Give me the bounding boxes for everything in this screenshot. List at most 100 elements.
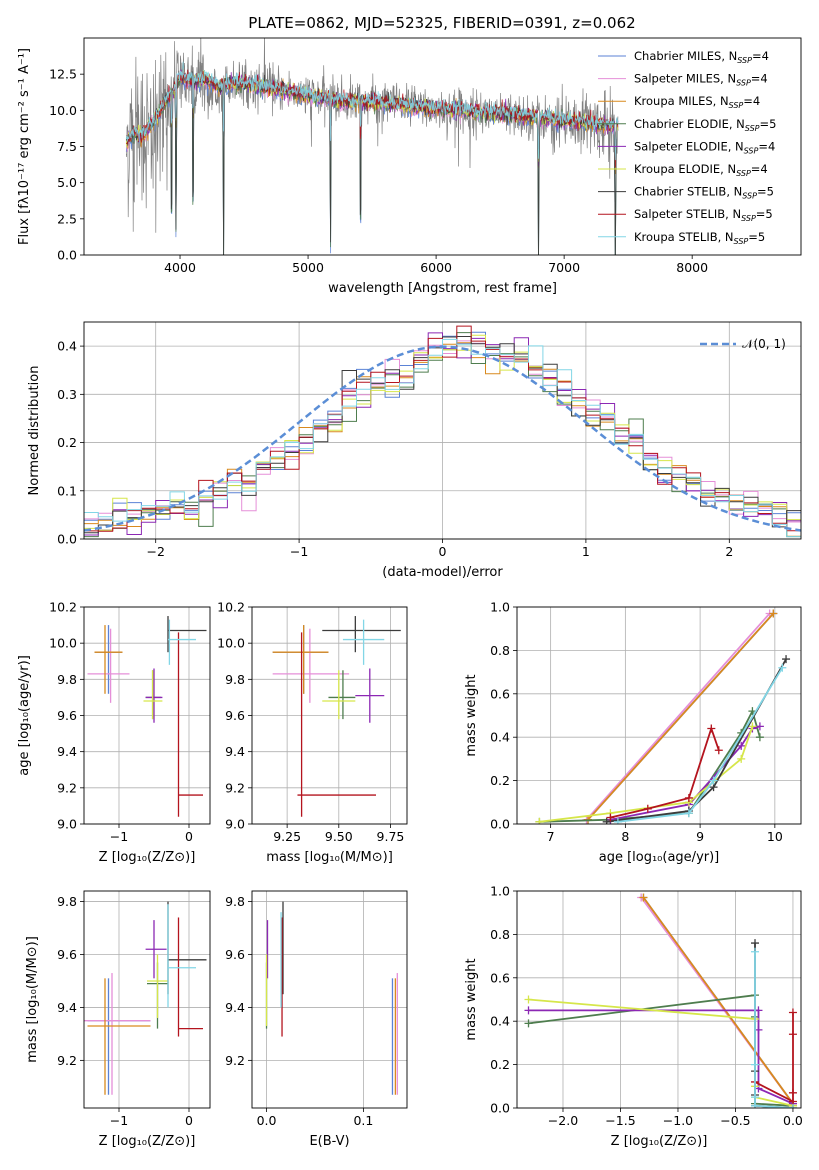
plot-area-mass-vs-EBV xyxy=(265,901,398,1095)
tick-label-y: 9.2 xyxy=(57,780,77,795)
tick-label-y: 0.0 xyxy=(57,532,77,547)
tick-label-x: −2.0 xyxy=(548,1113,578,1128)
tick-label-y: 1.0 xyxy=(490,600,510,615)
tick-label-x: 10 xyxy=(767,829,783,844)
tick-label-y: 0.0 xyxy=(490,1101,510,1116)
tick-label-x: −1 xyxy=(110,829,128,844)
tick-label-y: 9.8 xyxy=(57,894,77,909)
tick-label-y: 9.4 xyxy=(225,1000,245,1015)
tick-label-x: −1.0 xyxy=(663,1113,693,1128)
legend-label: Chabrier STELIB, NSSP=5 xyxy=(634,185,774,201)
tick-label-x: 0 xyxy=(439,544,447,559)
legend-label: Kroupa MILES, NSSP=4 xyxy=(634,94,760,110)
x-axis-label: (data-model)/error xyxy=(382,565,503,580)
tick-label-y: 1.0 xyxy=(490,884,510,899)
tick-label-x: 5000 xyxy=(292,260,324,275)
plot-area-weight-vs-age xyxy=(535,609,791,824)
tick-label-y: 0.8 xyxy=(490,927,510,942)
tick-label-x: 2 xyxy=(725,544,733,559)
tick-label-y: 2.5 xyxy=(57,211,77,226)
tick-label-y: 10.2 xyxy=(217,600,245,615)
axes-age-vs-Z: −1 0 9.0 9.2 9.4 9.6 9.8 10.0 10.2 Z [log₁₀(Z/Z⊙)… xyxy=(17,600,211,865)
weight-point-marker xyxy=(788,1008,797,1017)
axes-weight-vs-Z: −2.0 −1.5 −1.0 −0.5 0.0 0.0 0.2 0.4 0.6 0.8 1.0 Z [… xyxy=(464,884,803,1150)
tick-label-y: 0.2 xyxy=(490,773,510,788)
weight-point-marker xyxy=(602,817,611,824)
tick-label-y: 9.4 xyxy=(57,1000,77,1015)
tick-label-x: 7 xyxy=(547,829,555,844)
spectrum-legend: Chabrier MILES, NSSP=4 Salpeter MILES, NS… xyxy=(598,49,776,246)
plot-area-age-vs-mass xyxy=(272,616,401,817)
tick-label-x: 9.25 xyxy=(273,829,301,844)
weight-point-marker xyxy=(524,1006,533,1015)
tick-label-x: 9.75 xyxy=(377,829,405,844)
weight-point-marker xyxy=(639,893,648,902)
axes-frame xyxy=(83,321,802,540)
tick-label-x: −0.5 xyxy=(720,1113,750,1128)
plot-area-mass-vs-Z xyxy=(84,901,207,1095)
tick-label-y: 0.4 xyxy=(57,339,77,354)
tick-label-x: 0.0 xyxy=(783,1113,803,1128)
tick-label-y: 9.6 xyxy=(225,708,245,723)
tick-label-x: 1 xyxy=(582,544,590,559)
weight-point-marker xyxy=(788,1104,797,1108)
weight-point-marker xyxy=(748,722,757,731)
weight-point-marker xyxy=(751,939,760,948)
tick-label-y: 0.1 xyxy=(57,483,77,498)
tick-label-y: 9.6 xyxy=(57,708,77,723)
weight-point-marker xyxy=(707,724,716,733)
axes-weight-vs-age: 7 8 9 10 0.0 0.2 0.4 0.6 0.8 1.0 age [log₁₀(age/yr… xyxy=(464,600,802,865)
tick-label-y: 10.0 xyxy=(49,103,77,118)
weight-series-line xyxy=(587,612,774,821)
weight-point-marker xyxy=(751,1060,760,1069)
weight-point-marker xyxy=(709,776,718,785)
weight-series-line xyxy=(528,998,794,1107)
weight-point-marker xyxy=(606,813,615,822)
legend-label: Salpeter STELIB, NSSP=5 xyxy=(634,207,773,223)
tick-label-y: 0.0 xyxy=(490,817,510,832)
tick-label-x: 4000 xyxy=(164,260,196,275)
x-axis-label: age [log₁₀(age/yr)] xyxy=(599,850,720,865)
axes-frame xyxy=(516,606,802,825)
tick-label-x: 8 xyxy=(621,829,629,844)
histogram-step xyxy=(84,338,801,539)
weight-point-marker xyxy=(737,741,746,750)
figure-title: PLATE=0862, MJD=52325, FIBERID=0391, z=0… xyxy=(248,14,635,32)
legend-label: Salpeter MILES, NSSP=4 xyxy=(634,72,768,88)
tick-label-x: 7000 xyxy=(548,260,580,275)
axes-mass-vs-EBV: 0.0 0.1 9.2 9.4 9.6 9.8 E(B-V) xyxy=(225,890,408,1149)
tick-label-y: 9.0 xyxy=(57,817,77,832)
tick-label-y: 0.2 xyxy=(490,1057,510,1072)
axes-age-vs-mass: 9.25 9.50 9.75 9.0 9.2 9.4 9.6 9.8 10.0 10.2 mass … xyxy=(217,600,408,865)
weight-point-marker xyxy=(643,804,652,813)
y-axis-label: mass weight xyxy=(464,958,479,1040)
tick-label-x: −1 xyxy=(110,1113,128,1128)
plot-area-weight-vs-Z xyxy=(524,893,797,1108)
spectrum-model-line xyxy=(125,69,619,168)
tick-label-y: 9.6 xyxy=(225,947,245,962)
weight-series-line xyxy=(754,943,794,1108)
tick-label-y: 9.2 xyxy=(225,1053,245,1068)
tick-label-y: 10.2 xyxy=(49,600,77,615)
normal-reference-curve xyxy=(84,345,801,532)
tick-label-y: 0.8 xyxy=(490,643,510,658)
tick-label-y: 0.6 xyxy=(490,686,510,701)
y-axis-label: mass [log₁₀(M/M⊙)] xyxy=(25,936,40,1063)
legend-label: Chabrier MILES, NSSP=4 xyxy=(634,49,769,65)
weight-point-marker xyxy=(613,817,622,824)
tick-label-y: 5.0 xyxy=(57,175,77,190)
legend-label: Chabrier ELODIE, NSSP=5 xyxy=(634,117,776,133)
weight-point-marker xyxy=(714,746,723,755)
weight-point-marker xyxy=(788,1030,797,1039)
tick-label-y: 7.5 xyxy=(57,139,77,154)
tick-label-y: 9.4 xyxy=(57,744,77,759)
plot-area-age-vs-Z xyxy=(87,616,207,817)
x-axis-label: E(B-V) xyxy=(309,1134,349,1149)
x-axis-label: wavelength [Angstrom, rest frame] xyxy=(328,281,557,296)
tick-label-y: 9.8 xyxy=(225,894,245,909)
histogram-step xyxy=(84,325,801,539)
x-axis-label: Z [log₁₀(Z/Z⊙)] xyxy=(99,850,196,865)
weight-point-marker xyxy=(755,733,764,742)
tick-label-y: 9.2 xyxy=(225,780,245,795)
